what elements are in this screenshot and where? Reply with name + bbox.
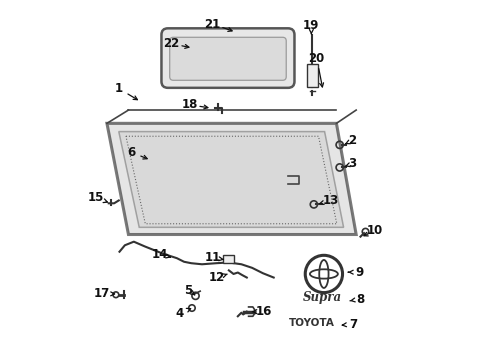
Text: 1: 1 — [115, 82, 123, 95]
Text: 19: 19 — [303, 19, 319, 32]
Text: 7: 7 — [349, 318, 357, 331]
Polygon shape — [119, 132, 343, 227]
Text: 8: 8 — [356, 293, 365, 306]
Text: 4: 4 — [175, 307, 184, 320]
Text: 15: 15 — [88, 192, 104, 204]
Text: 22: 22 — [163, 37, 180, 50]
Text: 20: 20 — [309, 51, 325, 64]
Text: Supra: Supra — [302, 291, 342, 304]
Text: 16: 16 — [256, 305, 272, 318]
Text: 9: 9 — [355, 266, 363, 279]
Polygon shape — [107, 123, 356, 234]
FancyBboxPatch shape — [307, 64, 318, 87]
Text: 11: 11 — [205, 251, 221, 264]
Text: 17: 17 — [94, 287, 110, 300]
FancyBboxPatch shape — [161, 28, 294, 88]
FancyBboxPatch shape — [223, 255, 234, 263]
Text: TOYOTA: TOYOTA — [289, 318, 335, 328]
Text: 14: 14 — [151, 248, 168, 261]
Text: 5: 5 — [184, 284, 193, 297]
Text: 10: 10 — [367, 224, 383, 238]
Text: 12: 12 — [209, 271, 225, 284]
FancyBboxPatch shape — [170, 37, 286, 80]
Text: 13: 13 — [323, 194, 339, 207]
Text: 3: 3 — [348, 157, 357, 170]
Text: 2: 2 — [348, 134, 357, 147]
Text: 18: 18 — [181, 98, 197, 111]
Text: 6: 6 — [127, 145, 135, 158]
Text: 21: 21 — [205, 18, 221, 31]
